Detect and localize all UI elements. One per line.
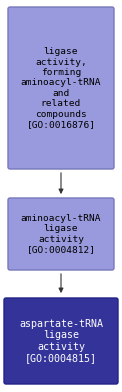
FancyBboxPatch shape — [8, 198, 114, 270]
FancyBboxPatch shape — [8, 7, 114, 169]
Text: ligase
activity,
forming
aminoacyl-tRNA
and
related
compounds
[GO:0016876]: ligase activity, forming aminoacyl-tRNA … — [21, 47, 101, 129]
FancyBboxPatch shape — [4, 298, 118, 384]
Text: aspartate-tRNA
ligase
activity
[GO:0004815]: aspartate-tRNA ligase activity [GO:00048… — [19, 319, 103, 363]
Text: aminoacyl-tRNA
ligase
activity
[GO:0004812]: aminoacyl-tRNA ligase activity [GO:00048… — [21, 214, 101, 254]
